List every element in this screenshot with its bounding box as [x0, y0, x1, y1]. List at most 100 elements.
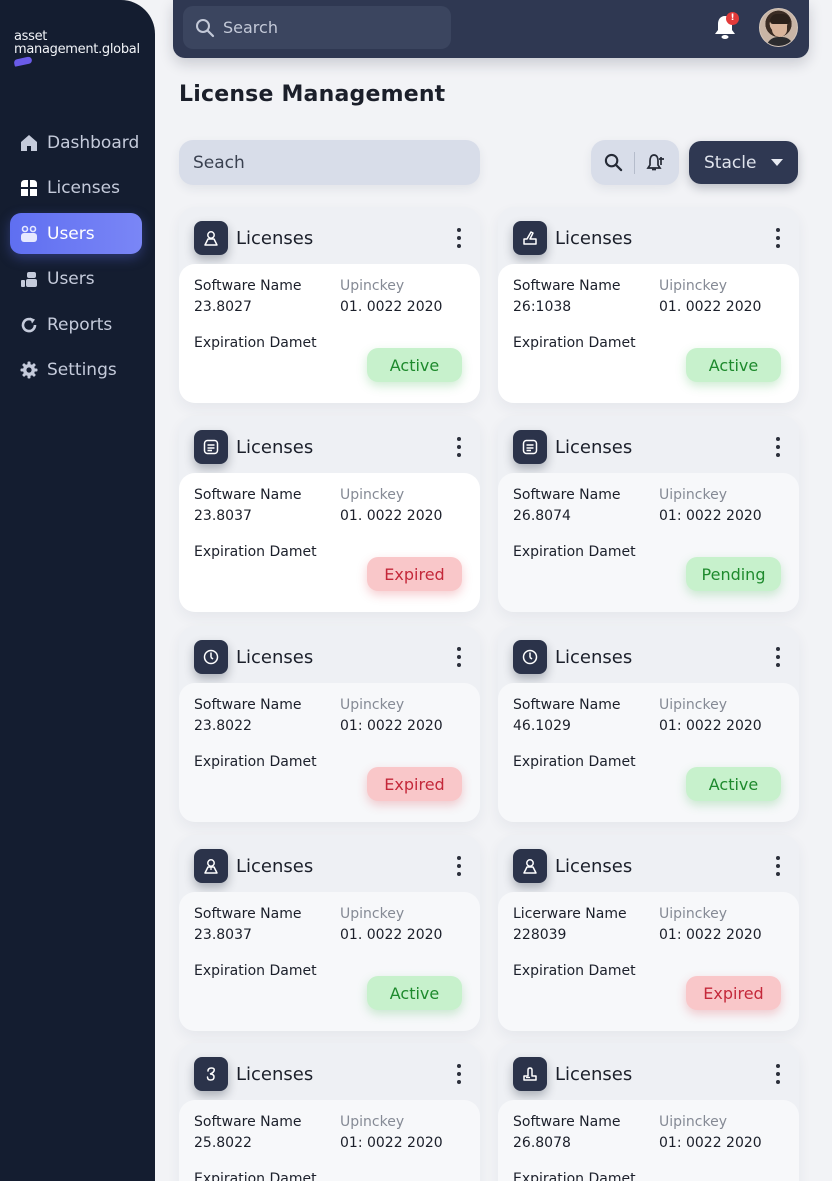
- key-value: 01: 0022 2020: [659, 927, 762, 943]
- expiration-label: Expiration Damet: [194, 963, 317, 979]
- sidebar-item-label: Licenses: [47, 178, 120, 198]
- software-version: 23.8037: [194, 927, 252, 943]
- more-options-icon[interactable]: [453, 435, 465, 459]
- sidebar-item-label: Settings: [47, 360, 117, 380]
- more-options-icon[interactable]: [772, 435, 784, 459]
- key-value: 01: 0022 2020: [659, 1135, 762, 1151]
- software-version: 25.8022: [194, 1135, 252, 1151]
- license-card[interactable]: Licenses Software Name 25.8022 Upinckey …: [179, 1043, 480, 1181]
- software-name-label: Licerware Name: [513, 906, 627, 922]
- license-card[interactable]: Licenses Software Name 23.8037 Upinckey …: [179, 416, 480, 612]
- software-name-label: Software Name: [194, 906, 302, 922]
- software-version: 23.8037: [194, 508, 252, 524]
- expiration-label: Expiration Damet: [513, 963, 636, 979]
- sidebar-item-label: Users: [47, 223, 95, 244]
- card-title: Licenses: [555, 436, 633, 458]
- key-label: Uipinckey: [659, 487, 727, 503]
- sidebar-item-label: Reports: [47, 314, 113, 335]
- sidebar-item-users-active[interactable]: Users: [10, 213, 142, 254]
- software-version: 26:1038: [513, 299, 572, 315]
- software-version: 26.8074: [513, 508, 571, 524]
- page-title: License Management: [179, 82, 446, 107]
- license-search-input[interactable]: Seach: [179, 140, 480, 185]
- status-badge: Active: [367, 976, 462, 1010]
- refresh-icon: [19, 315, 38, 334]
- grid-icon: [19, 179, 38, 198]
- status-badge: Active: [686, 767, 781, 801]
- license-card[interactable]: Licenses Licerware Name 228039 Uipinckey…: [498, 835, 799, 1031]
- expiration-label: Expiration Damet: [513, 754, 636, 770]
- brand-logo[interactable]: asset management.global: [13, 29, 140, 67]
- user-icon: [194, 221, 228, 255]
- more-options-icon[interactable]: [453, 1062, 465, 1086]
- license-card[interactable]: Licenses Software Name 26.8074 Uipinckey…: [498, 416, 799, 612]
- avatar-face: [772, 20, 787, 37]
- divider: [633, 151, 635, 174]
- card-body: Licerware Name 228039 Uipinckey 01: 0022…: [498, 892, 799, 1031]
- more-options-icon[interactable]: [772, 854, 784, 878]
- status-badge: Pending: [686, 557, 781, 591]
- more-options-icon[interactable]: [772, 226, 784, 250]
- card-title: Licenses: [555, 227, 633, 249]
- license-card[interactable]: Licenses Software Name 23.8037 Upinckey …: [179, 835, 480, 1031]
- sidebar-item-licenses[interactable]: Licenses: [10, 168, 142, 209]
- key-label: Uipinckey: [659, 1114, 727, 1130]
- license-card[interactable]: Licenses Software Name 26.8078 Uipinckey…: [498, 1043, 799, 1181]
- more-options-icon[interactable]: [772, 1062, 784, 1086]
- software-version: 228039: [513, 927, 567, 943]
- key-value: 01. 0022 2020: [340, 508, 443, 524]
- home-icon: [19, 133, 38, 152]
- sidebar-item-users[interactable]: Users: [10, 259, 142, 300]
- license-card[interactable]: Licenses Software Name 46.1029 Uipinckey…: [498, 626, 799, 822]
- card-title: Licenses: [555, 646, 633, 668]
- status-filter-dropdown[interactable]: Stacle: [689, 141, 798, 184]
- search-icon[interactable]: [604, 153, 623, 172]
- card-title: Licenses: [236, 646, 314, 668]
- software-name-label: Software Name: [194, 278, 302, 294]
- status-badge: Expired: [686, 976, 781, 1010]
- more-options-icon[interactable]: [453, 645, 465, 669]
- sidebar-item-reports[interactable]: Reports: [10, 304, 142, 345]
- software-name-label: Software Name: [194, 1114, 302, 1130]
- notification-badge: !: [726, 12, 739, 25]
- key-label: Uipinckey: [659, 278, 727, 294]
- bell-settings-icon[interactable]: [646, 153, 666, 172]
- user-avatar[interactable]: [759, 8, 798, 47]
- license-search-placeholder: Seach: [193, 152, 245, 173]
- card-body: Software Name 26:1038 Uipinckey 01. 0022…: [498, 264, 799, 403]
- expiration-label: Expiration Damet: [513, 1171, 636, 1181]
- software-name-label: Software Name: [194, 697, 302, 713]
- license-card[interactable]: Licenses Software Name 26:1038 Uipinckey…: [498, 207, 799, 403]
- more-options-icon[interactable]: [453, 226, 465, 250]
- avatar-body: [766, 37, 794, 46]
- status-badge: Expired: [367, 767, 462, 801]
- more-options-icon[interactable]: [453, 854, 465, 878]
- sidebar-nav: Dashboard Licenses Users Users Reports: [10, 122, 142, 395]
- license-card[interactable]: Licenses Software Name 23.8027 Upinckey …: [179, 207, 480, 403]
- edit-icon: [513, 221, 547, 255]
- status-filter-value: Stacle: [704, 152, 757, 173]
- user-icon: [513, 849, 547, 883]
- status-badge: Expired: [367, 557, 462, 591]
- key-value: 01: 0022 2020: [659, 718, 762, 734]
- top-bar: Search !: [173, 0, 809, 58]
- license-card[interactable]: Licenses Software Name 23.8022 Upinckey …: [179, 626, 480, 822]
- sidebar-item-dashboard[interactable]: Dashboard: [10, 122, 142, 163]
- notifications-button[interactable]: !: [713, 12, 739, 42]
- sidebar-item-label: Users: [47, 269, 95, 289]
- user-icon: [194, 849, 228, 883]
- card-title: Licenses: [236, 855, 314, 877]
- status-badge: Active: [686, 348, 781, 382]
- search-icon: [195, 18, 215, 38]
- card-body: Software Name 26.8074 Uipinckey 01: 0022…: [498, 473, 799, 612]
- more-options-icon[interactable]: [772, 645, 784, 669]
- global-search-input[interactable]: Search: [183, 6, 451, 49]
- card-title: Licenses: [236, 1063, 314, 1085]
- key-label: Uipinckey: [659, 697, 727, 713]
- brand-line1: asset: [14, 29, 48, 44]
- chevron-down-icon: [771, 159, 783, 166]
- key-label: Uipinckey: [659, 906, 727, 922]
- key-value: 01. 0022 2020: [659, 299, 762, 315]
- card-body: Software Name 23.8037 Upinckey 01. 0022 …: [179, 473, 480, 612]
- sidebar-item-settings[interactable]: Settings: [10, 350, 142, 391]
